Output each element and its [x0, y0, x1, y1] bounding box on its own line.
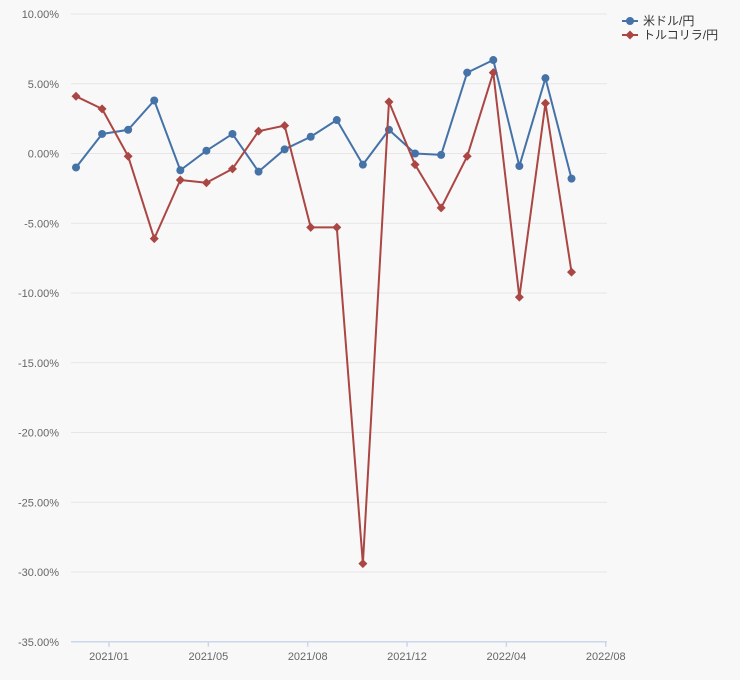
data-point-usd-jpy[interactable]	[228, 129, 237, 138]
data-point-try-jpy[interactable]	[462, 151, 472, 161]
data-point-usd-jpy[interactable]	[254, 167, 263, 176]
data-point-usd-jpy[interactable]	[541, 74, 550, 83]
x-axis-tick-label: 2022/08	[586, 651, 626, 663]
series-line-try-jpy	[75, 71, 573, 565]
data-point-try-jpy[interactable]	[410, 160, 420, 170]
legend-marker-circle-icon	[622, 17, 638, 25]
data-point-try-jpy[interactable]	[227, 164, 237, 174]
data-point-try-jpy[interactable]	[436, 203, 446, 213]
legend-item-usd-jpy[interactable]: 米ドル/円	[622, 14, 718, 28]
series-line-usd-jpy	[75, 59, 573, 179]
data-point-usd-jpy[interactable]	[280, 145, 289, 154]
data-point-try-jpy[interactable]	[71, 91, 81, 101]
data-point-try-jpy[interactable]	[97, 104, 107, 114]
data-point-try-jpy[interactable]	[175, 175, 185, 185]
data-point-try-jpy[interactable]	[384, 97, 394, 107]
y-axis-tick-label: -20.00%	[18, 428, 59, 440]
y-axis-tick-label: 0.00%	[28, 149, 59, 161]
data-point-try-jpy[interactable]	[280, 121, 290, 131]
data-point-try-jpy[interactable]	[149, 234, 159, 244]
data-point-usd-jpy[interactable]	[411, 149, 420, 158]
data-point-usd-jpy[interactable]	[358, 160, 367, 169]
legend-label-usd-jpy: 米ドル/円	[643, 14, 695, 28]
legend-item-try-jpy[interactable]: トルコリラ/円	[622, 28, 718, 42]
y-axis-tick-label: -15.00%	[18, 358, 59, 370]
data-point-try-jpy[interactable]	[514, 292, 524, 302]
data-point-usd-jpy[interactable]	[124, 125, 133, 134]
y-axis-tick-label: 5.00%	[28, 79, 59, 91]
x-axis-tick-label: 2021/05	[188, 651, 228, 663]
y-axis-tick-label: -5.00%	[24, 218, 59, 230]
data-point-try-jpy[interactable]	[306, 222, 316, 232]
y-axis-tick-label: -35.00%	[18, 637, 59, 649]
chart-legend: 米ドル/円 トルコリラ/円	[622, 14, 718, 42]
data-point-usd-jpy[interactable]	[437, 150, 446, 159]
data-point-try-jpy[interactable]	[488, 68, 498, 78]
y-axis-tick-label: -30.00%	[18, 567, 59, 579]
legend-label-try-jpy: トルコリラ/円	[643, 28, 719, 42]
data-point-usd-jpy[interactable]	[332, 116, 341, 125]
data-point-usd-jpy[interactable]	[150, 96, 159, 105]
data-point-usd-jpy[interactable]	[306, 132, 315, 141]
y-axis-tick-label: -10.00%	[18, 288, 59, 300]
x-axis-tick-label: 2022/04	[487, 651, 527, 663]
data-point-try-jpy[interactable]	[254, 126, 264, 136]
data-point-try-jpy[interactable]	[540, 98, 550, 108]
data-point-usd-jpy[interactable]	[384, 125, 393, 134]
x-axis-tick-label: 2021/01	[89, 651, 129, 663]
data-point-usd-jpy[interactable]	[567, 174, 576, 183]
legend-marker-diamond-icon	[622, 30, 638, 40]
data-point-usd-jpy[interactable]	[489, 56, 498, 65]
x-axis-tick-label: 2021/12	[387, 651, 427, 663]
data-point-usd-jpy[interactable]	[202, 146, 211, 155]
data-point-try-jpy[interactable]	[567, 267, 577, 277]
y-axis-tick-label: 10.00%	[22, 9, 60, 21]
data-point-try-jpy[interactable]	[201, 178, 211, 188]
data-point-usd-jpy[interactable]	[72, 163, 80, 172]
data-point-try-jpy[interactable]	[358, 559, 368, 569]
x-axis-tick-label: 2021/08	[288, 651, 328, 663]
data-point-usd-jpy[interactable]	[463, 68, 472, 77]
data-point-try-jpy[interactable]	[123, 151, 133, 161]
data-point-usd-jpy[interactable]	[176, 166, 185, 175]
data-point-usd-jpy[interactable]	[98, 129, 107, 138]
data-point-usd-jpy[interactable]	[515, 162, 524, 171]
data-point-try-jpy[interactable]	[332, 222, 342, 232]
y-axis-tick-label: -25.00%	[18, 497, 59, 509]
